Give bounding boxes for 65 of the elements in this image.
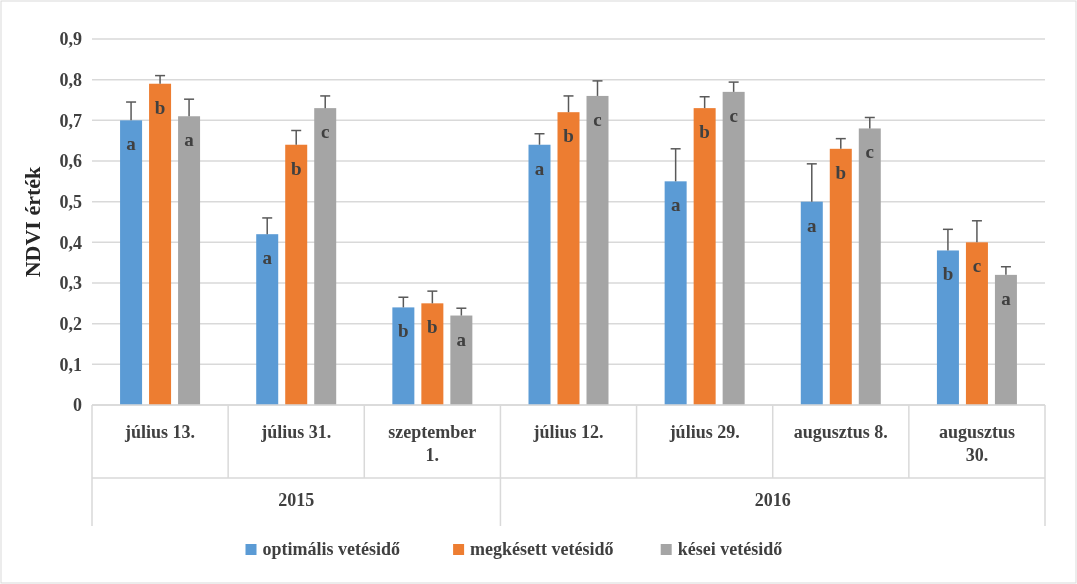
data-label: c bbox=[321, 121, 330, 143]
data-label: b bbox=[290, 157, 302, 179]
bar bbox=[557, 112, 580, 405]
bar bbox=[120, 120, 143, 405]
y-tick-label: 0,6 bbox=[59, 151, 82, 172]
bar bbox=[664, 181, 687, 405]
bar bbox=[722, 91, 745, 405]
y-tick-label: 0,3 bbox=[59, 273, 82, 294]
y-tick-label: 0,4 bbox=[59, 232, 82, 253]
data-label: b bbox=[835, 161, 847, 183]
data-label: a bbox=[126, 133, 137, 155]
data-label: b bbox=[563, 125, 574, 147]
data-label: b bbox=[154, 96, 166, 118]
x-tick-label: szeptember 1. bbox=[388, 422, 477, 465]
data-label: c bbox=[729, 104, 738, 126]
bar bbox=[936, 250, 959, 405]
data-label: a bbox=[184, 129, 195, 151]
data-label: a bbox=[1001, 287, 1012, 309]
bar bbox=[693, 108, 716, 405]
bar bbox=[149, 83, 172, 405]
y-tick-label: 0,7 bbox=[59, 110, 82, 131]
data-label: a bbox=[807, 214, 818, 236]
text: 2015 bbox=[278, 490, 315, 510]
data-label: b bbox=[699, 121, 710, 143]
legend-label: optimális vetésidő bbox=[262, 539, 400, 559]
bar bbox=[858, 128, 881, 405]
legend-label: megkésett vetésidő bbox=[470, 539, 614, 559]
legend-label: kései vetésidő bbox=[677, 539, 783, 559]
bar bbox=[800, 201, 823, 405]
data-label: c bbox=[972, 255, 982, 277]
data-label: c bbox=[865, 141, 874, 163]
y-tick-label: 0,8 bbox=[59, 69, 82, 90]
bar bbox=[178, 116, 201, 405]
data-label: c bbox=[593, 108, 602, 130]
data-label: a bbox=[456, 328, 467, 350]
x-tick-label: augusztus 30. bbox=[938, 422, 1015, 465]
x-tick-label: július 13. bbox=[124, 422, 196, 442]
bar bbox=[528, 144, 551, 405]
bar bbox=[965, 242, 988, 405]
y-axis-title: NDVI érték bbox=[20, 165, 45, 278]
data-label: a bbox=[534, 157, 545, 179]
x-tick-label: július 31. bbox=[260, 422, 332, 442]
y-tick-label: 0 bbox=[73, 395, 82, 416]
bar bbox=[829, 148, 852, 405]
data-label: a bbox=[670, 194, 681, 216]
bar bbox=[285, 144, 308, 405]
bar bbox=[586, 95, 609, 405]
bar bbox=[314, 108, 337, 405]
y-tick-label: 0,5 bbox=[59, 191, 82, 212]
bar bbox=[450, 315, 473, 405]
x-tick-label: augusztus 8. bbox=[793, 422, 888, 442]
y-tick-label: 0,9 bbox=[59, 29, 82, 50]
y-tick-label: 0,1 bbox=[59, 354, 82, 375]
bar bbox=[392, 307, 415, 405]
bar bbox=[421, 303, 444, 405]
bar bbox=[256, 234, 279, 405]
x-tick-label: július 12. bbox=[532, 422, 604, 442]
y-tick-label: 0,2 bbox=[59, 313, 82, 334]
text: 2016 bbox=[754, 490, 791, 510]
data-label: b bbox=[942, 263, 954, 285]
data-label: b bbox=[398, 320, 409, 342]
data-label: a bbox=[262, 247, 273, 269]
bar bbox=[994, 274, 1017, 405]
x-tick-label: július 29. bbox=[668, 422, 740, 442]
data-label: b bbox=[427, 316, 438, 338]
